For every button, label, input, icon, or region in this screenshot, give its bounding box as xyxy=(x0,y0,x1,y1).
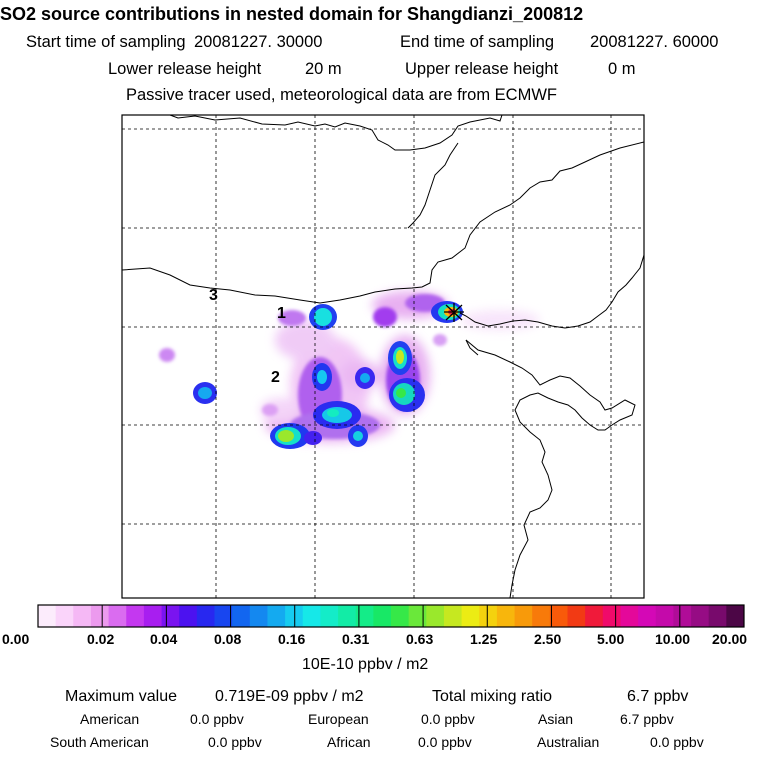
colorbar-swatch xyxy=(196,605,215,627)
colorbar-swatch xyxy=(408,605,427,627)
colorbar-swatch xyxy=(585,605,604,627)
colorbar-swatch xyxy=(302,605,321,627)
colorbar-swatch xyxy=(338,605,357,627)
colorbar-swatch xyxy=(179,605,198,627)
source-hotspot-i xyxy=(348,425,368,447)
receptor-marker-icon xyxy=(444,303,464,322)
map-title: SO2 source contributions in nested domai… xyxy=(0,4,584,24)
colorbar-swatch xyxy=(285,605,304,627)
colorbar-tick-label: 2.50 xyxy=(534,631,562,647)
source-hotspot-j xyxy=(304,431,322,445)
colorbar-swatch xyxy=(143,605,162,627)
colorbar-tick-label: 0.16 xyxy=(278,631,306,647)
colorbar-swatch xyxy=(214,605,233,627)
region-value: 0.0 ppbv xyxy=(418,734,472,750)
region-name: American xyxy=(80,711,140,727)
max-value-label: Maximum value xyxy=(65,688,178,705)
colorbar-tick-label: 0.31 xyxy=(342,631,370,647)
colorbar-tick-label: 1.25 xyxy=(470,631,498,647)
source-hotspot-d xyxy=(355,367,375,389)
colorbar-swatch xyxy=(108,605,127,627)
colorbar-swatch xyxy=(532,605,551,627)
colorbar-swatch xyxy=(320,605,339,627)
colorbar-swatch xyxy=(38,605,57,627)
lower-height-value: 20 m xyxy=(305,60,342,78)
region-value: 0.0 ppbv xyxy=(208,734,262,750)
upper-height-label: Upper release height xyxy=(405,60,559,78)
colorbar-swatch xyxy=(232,605,251,627)
colorbar-swatch xyxy=(391,605,410,627)
region-value: 6.7 ppbv xyxy=(620,711,674,727)
colorbar-swatch xyxy=(90,605,109,627)
region-label-1: 1 xyxy=(277,305,286,322)
colorbar-swatch xyxy=(655,605,674,627)
region-name: Asian xyxy=(538,711,574,727)
start-time-label: Start time of sampling xyxy=(26,33,186,51)
colorbar-swatch xyxy=(126,605,145,627)
source-hotspot-f xyxy=(389,378,425,412)
colorbar-swatch xyxy=(479,605,498,627)
colorbar-swatch xyxy=(443,605,462,627)
colorbar-tick-label: 0.00 xyxy=(2,631,30,647)
colorbar-tick-label: 10.00 xyxy=(655,631,691,647)
colorbar-swatch xyxy=(708,605,727,627)
colorbar-swatch xyxy=(514,605,533,627)
region-value: 0.0 ppbv xyxy=(190,711,244,727)
colorbar-swatch xyxy=(638,605,657,627)
colorbar-swatch xyxy=(267,605,286,627)
colorbar-tick-label: 0.04 xyxy=(150,631,178,647)
colorbar-tick-label: 0.08 xyxy=(214,631,242,647)
colorbar-swatch xyxy=(726,605,745,627)
colorbar-tick-label: 0.63 xyxy=(406,631,434,647)
colorbar-tick-label: 20.00 xyxy=(712,631,748,647)
colorbar-swatch xyxy=(355,605,374,627)
source-hotspot-c xyxy=(312,363,332,391)
upper-height-value: 0 m xyxy=(608,60,636,78)
region-name: European xyxy=(308,711,369,727)
colorbar-tick-label: 0.02 xyxy=(87,631,115,647)
model-note: Passive tracer used, meteorological data… xyxy=(126,86,557,104)
colorbar-swatch xyxy=(249,605,268,627)
colorbar-swatch xyxy=(602,605,621,627)
colorbar-swatch xyxy=(161,605,180,627)
colorbar-swatch xyxy=(549,605,568,627)
colorbar-swatch xyxy=(496,605,515,627)
region-name: Australian xyxy=(537,734,600,750)
colorbar-swatch xyxy=(620,605,639,627)
colorbar-swatch xyxy=(461,605,480,627)
end-time-value: 20081227. 60000 xyxy=(590,33,719,51)
colorbar-unit: 10E-10 ppbv / m2 xyxy=(302,656,429,673)
source-hotspot-h xyxy=(270,423,310,449)
region-name: African xyxy=(327,734,371,750)
region-value: 0.0 ppbv xyxy=(421,711,475,727)
colorbar-swatch xyxy=(567,605,586,627)
country-borders xyxy=(122,115,644,598)
total-mixing-value: 6.7 ppbv xyxy=(627,688,689,705)
colorbar-swatch xyxy=(673,605,692,627)
max-value: 0.719E-09 ppbv / m2 xyxy=(215,688,364,705)
source-hotspot-a xyxy=(309,304,337,330)
region-label-3: 3 xyxy=(209,287,218,304)
lower-height-label: Lower release height xyxy=(108,60,262,78)
colorbar-swatch xyxy=(691,605,710,627)
total-mixing-label: Total mixing ratio xyxy=(432,688,553,705)
colorbar-swatch xyxy=(55,605,74,627)
colorbar-tick-label: 5.00 xyxy=(597,631,625,647)
colorbar-swatch xyxy=(373,605,392,627)
source-hotspot-b xyxy=(193,382,217,404)
lat-lon-grid xyxy=(122,115,644,598)
map-frame xyxy=(121,114,645,599)
region-label-2: 2 xyxy=(271,369,280,386)
end-time-label: End time of sampling xyxy=(400,33,555,51)
start-time-value: 20081227. 30000 xyxy=(194,33,323,51)
colorbar-swatch xyxy=(73,605,92,627)
source-hotspot-g xyxy=(313,401,361,429)
region-value: 0.0 ppbv xyxy=(650,734,704,750)
region-name: South American xyxy=(50,734,149,750)
source-hotspot-e xyxy=(388,341,412,375)
colorbar-swatch xyxy=(426,605,445,627)
